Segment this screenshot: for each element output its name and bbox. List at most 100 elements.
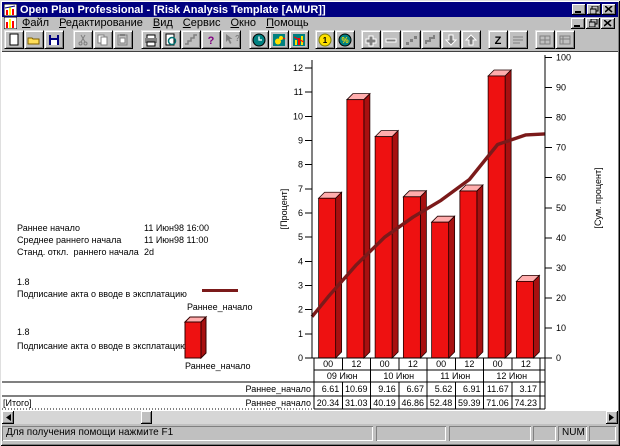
child-close-icon[interactable] [601,17,615,29]
y-axis-title-left: [Процент] [279,189,289,230]
context-help-icon: ? [226,33,239,44]
y-axis-tick-right: 90 [556,83,566,93]
coin-icon: 1 [318,33,332,46]
status-message: Для получения помощи нажмите F1 [2,426,373,441]
print-preview-button[interactable] [161,30,181,49]
remove-button [381,30,401,49]
cost-button[interactable]: 1 [315,30,335,49]
y-axis-tick-left: 6 [298,208,303,218]
minimize-icon[interactable] [572,4,586,15]
risk-analysis-button[interactable] [289,30,309,49]
bar-side [532,274,540,359]
child-restore-icon[interactable] [586,17,600,29]
menu-view[interactable]: Вид [152,17,173,29]
copy-button [93,30,113,49]
scroll-right-icon[interactable] [606,411,618,424]
help-button[interactable]: ? [201,30,221,49]
y-axis-tick-left: 0 [298,353,303,363]
move-up-button [461,30,481,49]
table-value: 5.62 [435,384,453,394]
cut-icon [78,34,88,45]
y-axis-tick-right: 30 [556,263,566,273]
table-value: 59.39 [458,398,481,408]
restore-icon[interactable] [587,4,601,15]
table-value: 74.23 [514,398,537,408]
help-icon: ? [208,35,215,47]
down-arrow-icon [444,34,458,46]
y-axis-tick-right: 100 [556,53,571,63]
y-axis-tick-left: 3 [298,281,303,291]
paste-icon [117,33,128,45]
status-num-indicator: NUM [558,426,587,441]
y-axis-tick-left: 11 [294,87,303,97]
stat-value: 11 Июн98 11:00 [144,235,209,245]
table-value: 6.67 [406,384,424,394]
percent-complete-button[interactable]: % [335,30,355,49]
scrollbar-thumb[interactable] [141,411,152,424]
cumulative-line [310,132,546,318]
print-icon [145,34,157,46]
bar [431,221,450,359]
context-help-button: ? [221,30,241,49]
table-row-label: Раннее_начало [246,398,312,408]
svg-text:1: 1 [323,36,328,45]
table-value: 6.91 [463,384,481,394]
risk-histogram-chart: 01234567891011120102030405060708090100[П… [2,53,603,410]
bar [318,197,337,359]
scroll-left-icon[interactable] [2,411,14,424]
horizontal-scrollbar[interactable] [2,411,618,424]
table-value: 31.03 [345,398,368,408]
tile-grid-icon [539,35,551,44]
link-dots-icon [406,35,417,45]
save-icon [49,34,59,45]
y-axis-tick-left: 8 [298,160,303,170]
window-cascade-button [555,30,575,49]
y-axis-tick-left: 12 [293,63,303,73]
y-axis-tick-right: 60 [556,173,566,183]
x-axis-day-label: 11 Июн [440,371,470,381]
y-axis-tick-right: 80 [556,113,566,123]
stat-value: 2d [144,247,155,257]
close-icon[interactable] [602,4,616,15]
sort-z-button[interactable]: Z [488,30,508,49]
bar-side [391,129,399,359]
menu-file[interactable]: Файл [22,17,50,29]
open-button[interactable] [24,30,44,49]
clock-icon [252,33,266,46]
x-axis-day-label: 09 Июн [327,371,358,381]
menu-help[interactable]: Помощь [266,17,309,29]
bar [459,190,478,359]
print-button[interactable] [141,30,161,49]
svg-text:?: ? [235,34,239,43]
new-document-button[interactable] [4,30,24,49]
early-bird-button[interactable] [269,30,289,49]
y-axis-tick-right: 40 [556,233,566,243]
save-button[interactable] [44,30,64,49]
y-axis-tick-left: 5 [298,232,303,242]
menu-edit[interactable]: Редактирование [59,17,143,29]
x-axis-hour-label: 00 [436,359,446,369]
legend-bar-value: 1.8 [17,327,30,337]
y-axis-tick-right: 50 [556,203,566,213]
toolbar: ? ? 1 % Z [2,29,618,52]
window-tile-button [535,30,555,49]
chart-view: Раннее начало 11 Июн98 16:00 Среднее ранн… [2,52,618,411]
child-minimize-icon[interactable] [571,17,585,29]
cut-button [73,30,93,49]
rollup-button [181,30,201,49]
window-title: Open Plan Professional - [Risk Analysis … [20,3,326,16]
y-axis-title-right: [Сум. процент] [593,167,603,228]
legend-line-value: 1.8 [17,277,30,287]
y-axis-tick-left: 2 [298,305,303,315]
x-axis-hour-label: 00 [323,359,333,369]
percent-icon: % [338,33,352,46]
document-icon[interactable] [4,17,17,29]
legend-bar-swatch [183,315,208,359]
bar-side [335,191,343,359]
legend-line-swatch [202,289,238,292]
rollup-icon [185,33,197,45]
table-value: 10.69 [345,384,368,394]
menu-window[interactable]: Окно [230,17,257,29]
menu-tools[interactable]: Сервис [182,17,221,29]
time-analysis-button[interactable] [249,30,269,49]
